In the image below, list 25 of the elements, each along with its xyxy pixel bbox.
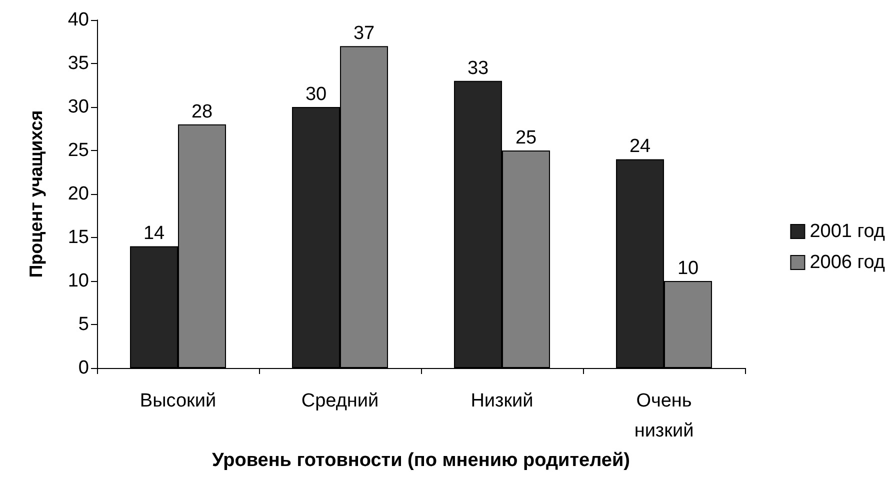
y-tick-label: 10 (68, 270, 89, 292)
data-label: 30 (305, 84, 327, 105)
data-label: 33 (467, 58, 489, 79)
data-label: 28 (191, 101, 213, 122)
legend-label: 2001 год (810, 221, 885, 242)
data-label: 24 (629, 136, 651, 158)
x-tick-label: Низкий (470, 390, 534, 412)
y-tick-label: 20 (68, 184, 89, 204)
data-label: 10 (677, 258, 699, 279)
x-tick-label: Очень низкий (634, 390, 694, 442)
x-tick-label: Высокий (140, 390, 216, 412)
data-label: 14 (143, 223, 165, 244)
y-tick-label: 5 (78, 314, 89, 335)
y-tick-label: 40 (68, 10, 89, 30)
legend-label: 2006 год (810, 252, 885, 273)
x-tick-label: Средний (301, 390, 379, 412)
data-label: 25 (515, 128, 537, 148)
y-tick-label: 35 (68, 53, 89, 74)
y-tick-label: 25 (68, 140, 89, 161)
y-tick-label: 0 (78, 358, 89, 378)
x-axis-title: Уровень готовности (по мнению родителей) (212, 450, 630, 471)
data-label: 37 (353, 23, 375, 44)
y-axis-title: Процент учащихся (26, 110, 46, 278)
y-tick-label: 30 (68, 96, 89, 118)
y-tick-label: 15 (68, 227, 89, 248)
